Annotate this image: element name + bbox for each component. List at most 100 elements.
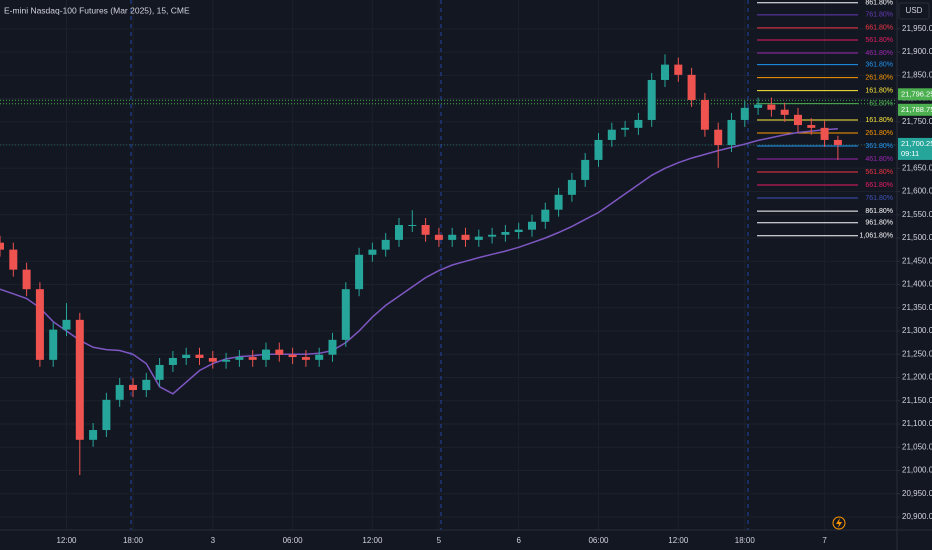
fib-level-label: 461.80% [865,50,893,57]
fib-level-label: 61.80% [869,101,893,108]
y-tick-label: 21,100.00 [902,419,932,428]
fib-level-label: 761.80% [865,12,893,19]
candle-body [182,354,191,358]
y-tick-label: 20,950.00 [902,489,932,498]
candle-body [687,74,696,100]
event-icon[interactable] [832,516,846,530]
candle-body [621,127,630,130]
candle-body [501,231,510,235]
x-tick-label: 06:00 [283,536,304,545]
candle-body [700,99,709,130]
candle-body [714,129,723,146]
x-tick-label: 5 [437,536,442,545]
candle-body [461,234,470,240]
currency-box[interactable] [898,2,930,20]
x-tick-label: 7 [822,536,827,545]
candle-body [554,194,563,210]
candle-body [674,64,683,75]
y-tick-label: 21,300.00 [902,326,932,335]
candle-body [820,127,829,140]
x-tick-label: 12:00 [668,536,689,545]
candle-body [275,349,284,355]
candle-body [567,179,576,195]
y-tick-label: 21,500.00 [902,233,932,242]
candle-body [62,319,71,330]
y-tick-label: 21,400.00 [902,280,932,289]
fib-level-label: 161.80% [865,117,893,124]
candle-body [129,384,137,391]
y-tick-label: 21,450.00 [902,256,932,265]
candle-body [381,239,390,250]
fib-level-label: 661.80% [865,182,893,189]
candle-body [395,225,403,240]
y-tick-label: 21,200.00 [902,373,932,382]
fib-level-label: 361.80% [865,143,893,150]
fib-level-label: 561.80% [865,169,893,176]
fib-level-label: 861.80% [865,208,893,215]
candle-body [315,354,324,360]
candle-body [168,357,177,365]
candle-body [195,354,204,358]
fib-level-label: 661.80% [865,25,893,32]
price-line-badge [898,103,932,116]
plot-area: 861.80% 761.80% 661.80% 561.80% 461.80% 361.8… [0,0,897,476]
candle-body [49,329,58,360]
x-tick-label: 3 [211,536,216,545]
candle-body [22,269,31,290]
last-price-label: 21,700.25 [901,139,932,148]
candle-body [115,384,124,400]
candle-body [754,104,763,108]
candle-body [102,399,111,431]
y-tick-label: 21,900.00 [902,47,932,56]
candle-body [581,159,590,180]
candle-body [142,379,151,391]
candle-body [421,225,430,235]
price-line-badge [898,88,932,101]
y-tick-label: 21,850.00 [902,70,932,79]
countdown-label: 09:11 [901,149,919,158]
candle-body [89,430,98,440]
candle-body [740,107,749,120]
candle-body [488,234,497,237]
fib-level-label: 961.80% [865,220,893,227]
candle-body [528,221,536,230]
candle-body [0,242,4,250]
candle-body [661,64,669,80]
candle-body [727,119,736,146]
price-line-label: 21,788.75 [901,105,932,114]
x-tick-label: 12:00 [56,536,77,545]
candle-body [208,357,217,362]
x-tick-label: 12:00 [362,536,383,545]
candle-body [248,357,257,360]
y-tick-label: 21,250.00 [902,349,932,358]
candle-body [35,289,44,360]
candle-body [368,249,377,255]
candle-body [434,234,443,240]
currency-label[interactable]: USD [906,6,923,15]
fib-level-label: 361.80% [865,61,893,68]
fib-level-label: 261.80% [865,74,893,81]
x-tick-label: 06:00 [588,536,609,545]
y-tick-label: 21,650.00 [902,163,932,172]
candle-body [607,129,616,140]
x-tick-label: 6 [516,536,521,545]
candle-body [594,139,603,160]
event-icon-bolt [836,518,842,528]
candle-body [341,289,350,340]
fib-level-label: 161.80% [865,88,893,95]
candle-body [833,139,842,145]
candle-body [328,339,337,355]
candle-body [155,364,164,380]
y-tick-label: 21,150.00 [902,396,932,405]
price-line-label: 21,796.25 [901,89,932,98]
candle-body [235,357,244,360]
candle-body [448,234,457,240]
candle-body [408,225,417,227]
fib-level-label: 861.80% [865,0,893,7]
last-price-badge [898,137,932,160]
y-tick-label: 20,900.00 [902,512,932,521]
fib-level-label: 761.80% [865,195,893,202]
moving-average [0,128,838,395]
